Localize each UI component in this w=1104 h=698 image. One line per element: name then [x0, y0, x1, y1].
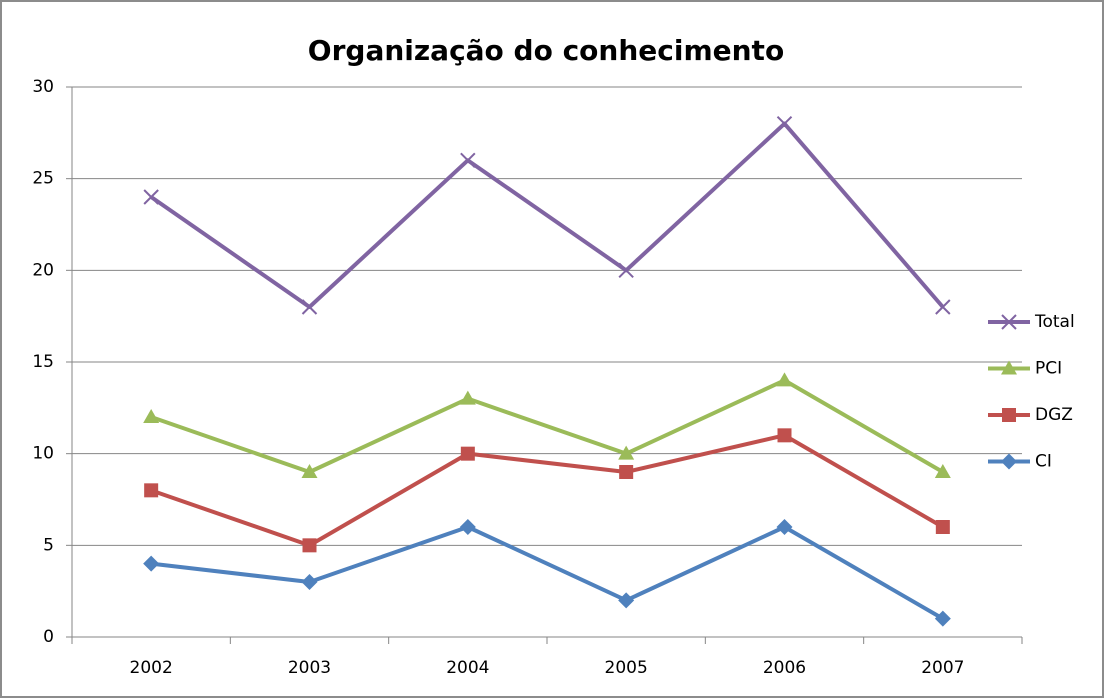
point-marker	[776, 115, 793, 132]
point-marker	[934, 610, 951, 627]
point-marker	[302, 538, 317, 553]
y-tick-label: 30	[32, 77, 54, 97]
series-line	[150, 433, 944, 548]
chart-title: Organização do conhecimento	[308, 34, 784, 67]
x-tick-label: 2006	[763, 658, 806, 678]
legend-swatch-marker	[1002, 408, 1016, 422]
y-tick-label: 5	[43, 535, 54, 555]
point-marker	[935, 520, 950, 534]
series-line	[150, 378, 944, 474]
point-marker	[935, 299, 951, 315]
point-marker	[934, 464, 951, 478]
point-marker	[301, 574, 318, 590]
point-marker	[618, 445, 635, 460]
point-marker	[301, 464, 318, 478]
y-tick-label: 25	[32, 169, 54, 189]
x-tick-label: 2007	[921, 658, 964, 678]
point-marker	[618, 262, 634, 279]
point-marker	[618, 592, 635, 609]
x-tick-label: 2005	[605, 658, 648, 678]
point-marker	[777, 428, 792, 443]
legend-label: PCI	[1035, 359, 1062, 379]
point-marker	[459, 519, 476, 535]
point-marker	[776, 372, 793, 387]
legend-swatch-marker	[1001, 360, 1017, 375]
point-marker	[776, 519, 793, 535]
x-tick-label: 2003	[288, 658, 331, 678]
legend-label: DGZ	[1035, 405, 1073, 425]
y-tick-label: 20	[32, 260, 54, 280]
point-marker	[459, 390, 476, 405]
legend-label: CI	[1035, 452, 1052, 472]
point-marker	[619, 465, 634, 479]
point-marker	[144, 483, 159, 498]
point-marker	[460, 446, 475, 461]
y-tick-label: 10	[32, 444, 54, 464]
x-tick-label: 2002	[130, 658, 173, 678]
point-marker	[301, 299, 318, 315]
legend-label: Total	[1034, 312, 1075, 332]
point-marker	[143, 189, 159, 205]
y-tick-label: 0	[43, 627, 54, 647]
series-line	[150, 121, 945, 309]
x-tick-label: 2004	[446, 658, 489, 678]
legend-swatch-marker	[1001, 314, 1017, 330]
point-marker	[143, 409, 160, 423]
point-marker	[460, 152, 476, 169]
series-line	[150, 525, 944, 621]
point-marker	[143, 555, 160, 572]
y-tick-label: 15	[32, 352, 54, 372]
legend-swatch-marker	[1001, 453, 1017, 470]
